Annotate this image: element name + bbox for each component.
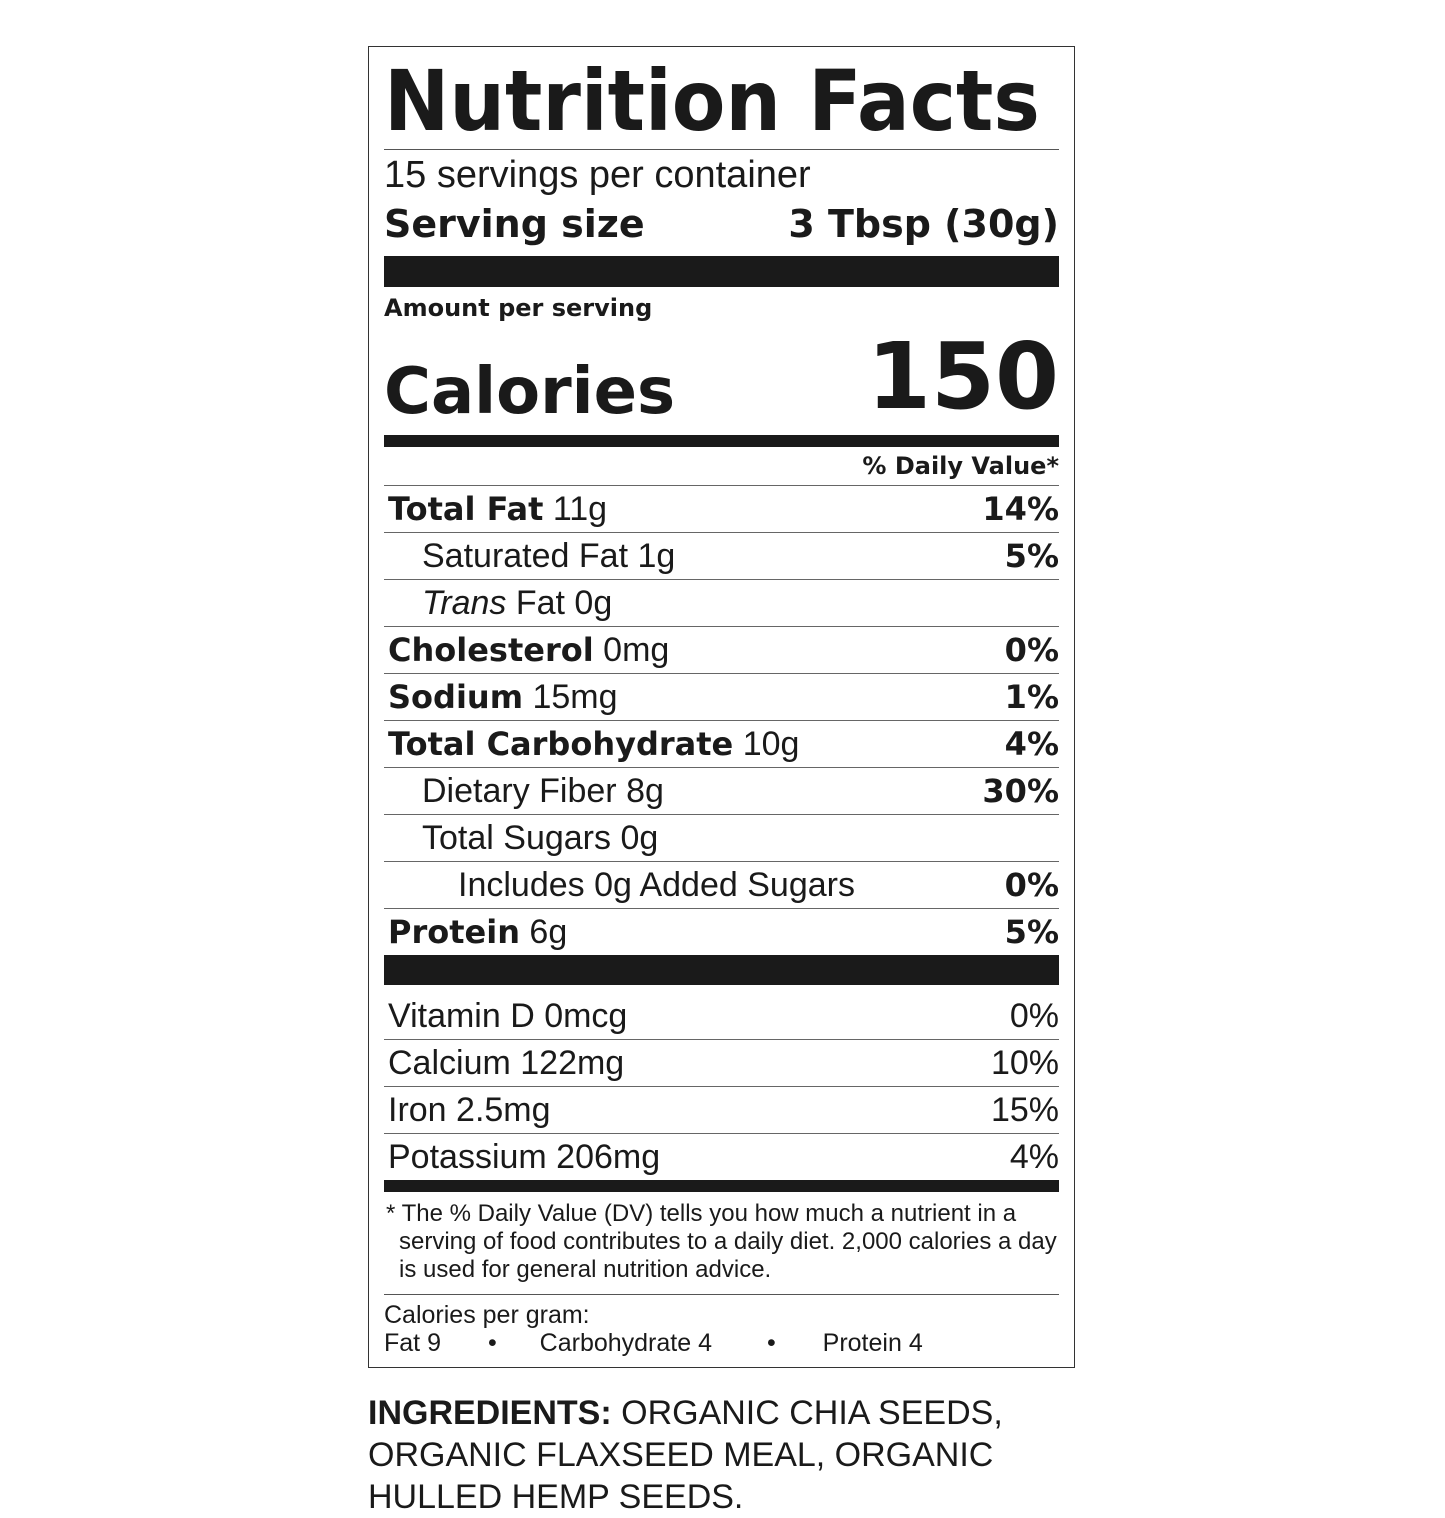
nutrient-name: Trans xyxy=(422,584,507,622)
medium-divider xyxy=(384,435,1059,447)
nutrient-row: Saturated Fat 1g 5% xyxy=(384,532,1059,579)
vitamin-dv: 4% xyxy=(1009,1138,1059,1176)
serving-size-value: 3 Tbsp (30g) xyxy=(788,202,1059,246)
nutrient-label: Cholesterol 0mg xyxy=(384,627,669,673)
nutrient-name: Total Fat xyxy=(388,490,544,528)
nutrient-dv: 5% xyxy=(1004,913,1059,951)
vitamin-name: Iron 2.5mg xyxy=(388,1091,551,1129)
medium-divider xyxy=(384,1180,1059,1192)
vitamin-name: Vitamin D 0mcg xyxy=(388,997,628,1035)
nutrient-amount: 6g xyxy=(529,913,568,951)
nutrient-label: Total Fat 11g xyxy=(384,486,607,532)
nutrient-row: Cholesterol 0mg 0% xyxy=(384,626,1059,673)
ingredients: INGREDIENTS: ORGANIC CHIA SEEDS, ORGANIC… xyxy=(368,1392,1088,1518)
serving-size-label: Serving size xyxy=(384,202,645,246)
nutrient-amount: 0g xyxy=(574,584,613,622)
nutrient-label: Includes 0g Added Sugars xyxy=(384,862,855,908)
nutrient-name: Protein xyxy=(388,913,520,951)
nutrient-name: Total Carbohydrate xyxy=(388,725,734,763)
nutrient-row: Includes 0g Added Sugars 0% xyxy=(384,861,1059,908)
nutrient-label: Dietary Fiber 8g xyxy=(384,768,664,814)
nutrient-name: Dietary Fiber xyxy=(422,772,617,810)
vitamin-row: Vitamin D 0mcg 0% xyxy=(384,993,1059,1039)
nutrient-row: Total Sugars 0g xyxy=(384,814,1059,861)
nutrient-row: Protein 6g 5% xyxy=(384,908,1059,955)
nutrient-dv: 0% xyxy=(1004,866,1059,904)
calories-per-gram: Calories per gram: Fat 9 • Carbohydrate … xyxy=(384,1295,1059,1357)
nutrient-row: Dietary Fiber 8g 30% xyxy=(384,767,1059,814)
nutrient-label: Total Carbohydrate 10g xyxy=(384,721,799,767)
vitamin-list: Vitamin D 0mcg 0% Calcium 122mg 10% Iron 2.5… xyxy=(384,985,1059,1180)
nutrient-row: Total Fat 11g 14% xyxy=(384,485,1059,532)
nutrient-dv: 0% xyxy=(1004,631,1059,669)
thick-divider xyxy=(384,256,1059,287)
nutrient-label: Trans Fat 0g xyxy=(384,580,612,626)
nutrient-label: Protein 6g xyxy=(384,909,567,955)
vitamin-row: Calcium 122mg 10% xyxy=(384,1039,1059,1086)
nutrient-label: Saturated Fat 1g xyxy=(384,533,675,579)
nutrient-amount: 10g xyxy=(742,725,800,763)
nutrient-label: Sodium 15mg xyxy=(384,674,618,720)
nutrient-label: Total Sugars 0g xyxy=(384,815,658,861)
nutrient-dv: 5% xyxy=(1004,537,1059,575)
vitamin-dv: 0% xyxy=(1009,997,1059,1035)
page-content: Nutrition Facts 15 servings per containe… xyxy=(368,46,1075,1518)
cpg-protein: Protein 4 xyxy=(822,1329,923,1357)
bullet: • xyxy=(487,1329,497,1357)
nutrient-row: Total Carbohydrate 10g 4% xyxy=(384,720,1059,767)
ingredients-label: INGREDIENTS: xyxy=(368,1394,612,1432)
nutrient-name-suffix: Fat xyxy=(506,584,565,622)
thick-divider xyxy=(384,955,1059,985)
nutrient-name: Cholesterol xyxy=(388,631,594,669)
nutrient-dv: 1% xyxy=(1004,678,1059,716)
nutrient-row: Trans Fat 0g xyxy=(384,579,1059,626)
nutrient-name: Sodium xyxy=(388,678,524,716)
nutrition-facts-label: Nutrition Facts 15 servings per containe… xyxy=(368,46,1075,1368)
servings-per-container: 15 servings per container xyxy=(384,154,811,196)
vitamin-name: Calcium 122mg xyxy=(388,1044,625,1082)
nutrient-dv: 4% xyxy=(1004,725,1059,763)
vitamin-row: Potassium 206mg 4% xyxy=(384,1133,1059,1180)
calories: Calories 150 xyxy=(384,323,1059,431)
footnote: * The % Daily Value (DV) tells you how m… xyxy=(386,1200,1057,1283)
divider xyxy=(384,1294,1059,1295)
nutrient-amount: 15mg xyxy=(532,678,618,716)
nutrient-name: Saturated Fat xyxy=(422,537,629,575)
amount-per-serving: Amount per serving xyxy=(384,294,653,322)
nutrient-row: Sodium 15mg 1% xyxy=(384,673,1059,720)
nutrient-dv: 30% xyxy=(982,772,1059,810)
calories-value: 150 xyxy=(866,323,1059,430)
vitamin-dv: 10% xyxy=(990,1044,1059,1082)
daily-value-header: % Daily Value* xyxy=(862,452,1059,480)
nutrient-amount: 1g xyxy=(637,537,676,575)
divider xyxy=(384,149,1059,150)
calories-label: Calories xyxy=(384,355,676,429)
title: Nutrition Facts xyxy=(384,52,1040,150)
nutrient-amount: 11g xyxy=(552,490,608,528)
cpg-carb: Carbohydrate 4 xyxy=(539,1329,712,1357)
serving-size: Serving size 3 Tbsp (30g) xyxy=(384,200,1059,248)
nutrient-list: Total Fat 11g 14% Saturated Fat 1g 5% Trans … xyxy=(384,485,1059,955)
nutrient-dv: 14% xyxy=(982,490,1059,528)
vitamin-dv: 15% xyxy=(990,1091,1059,1129)
cpg-label: Calories per gram: xyxy=(384,1301,590,1329)
nutrient-name: Includes 0g Added Sugars xyxy=(458,866,855,904)
nutrient-amount: 8g xyxy=(626,772,664,810)
nutrient-name: Total Sugars xyxy=(422,819,611,857)
vitamin-row: Iron 2.5mg 15% xyxy=(384,1086,1059,1133)
nutrient-amount: 0g xyxy=(620,819,659,857)
vitamin-name: Potassium 206mg xyxy=(388,1138,661,1176)
nutrient-amount: 0mg xyxy=(603,631,670,669)
cpg-fat: Fat 9 xyxy=(384,1329,441,1357)
bullet: • xyxy=(766,1329,776,1357)
